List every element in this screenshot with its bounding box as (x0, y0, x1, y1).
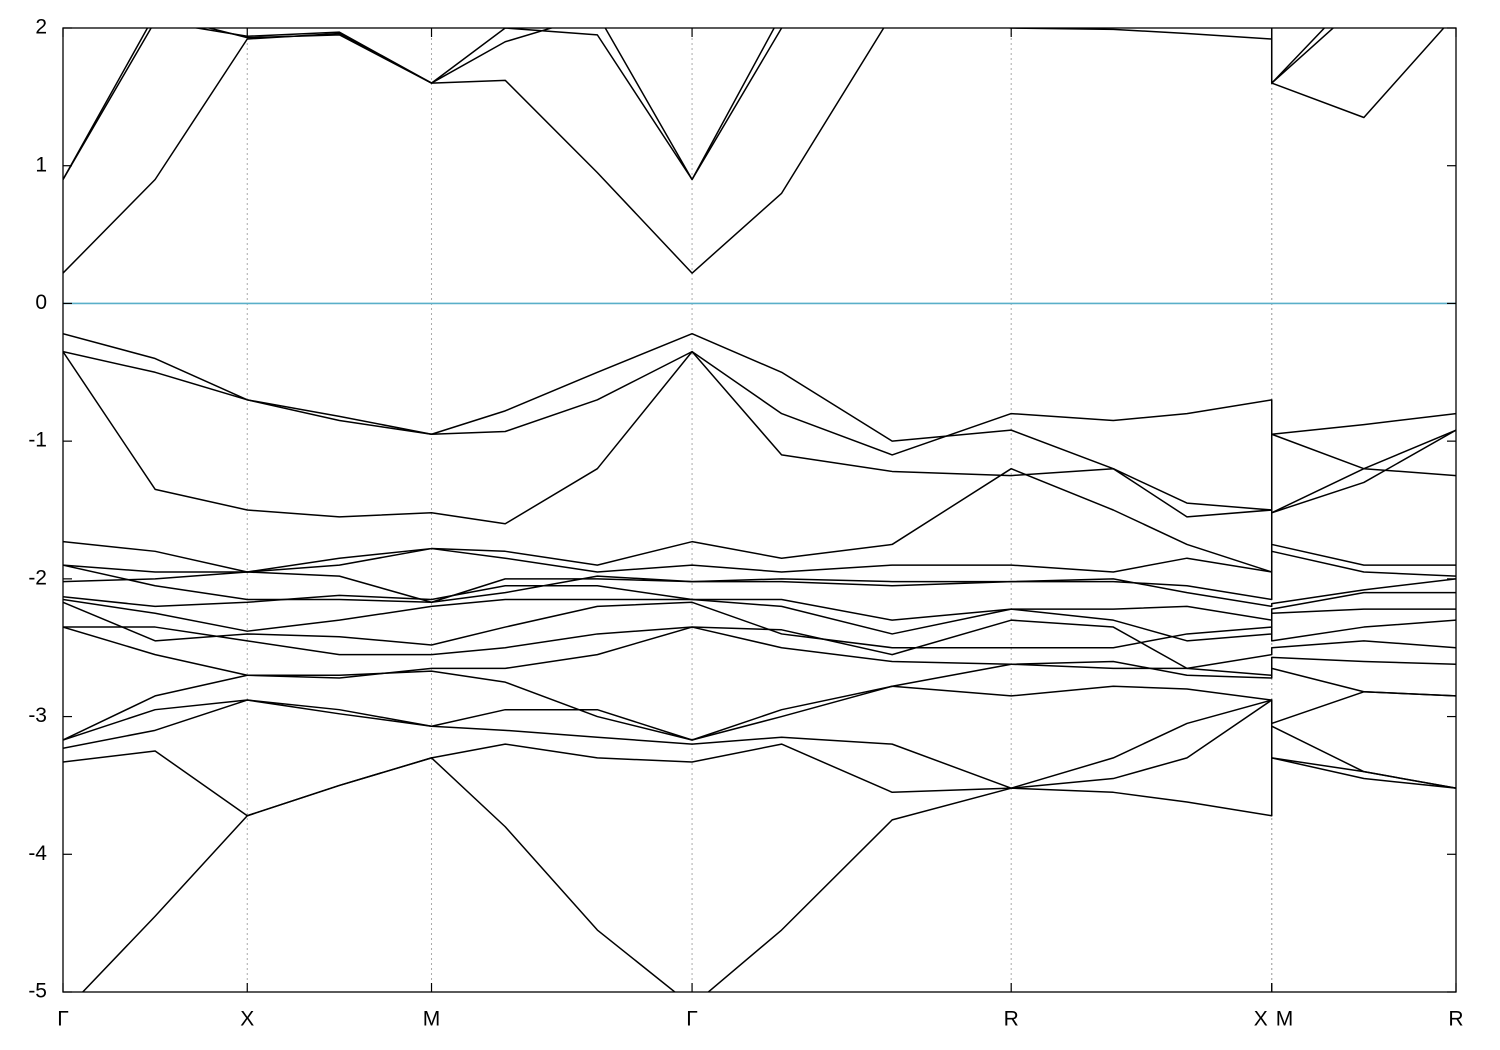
band-line (63, 619, 1456, 670)
band-line (63, 601, 1456, 649)
bands (63, 28, 1456, 992)
y-tick-label: 1 (35, 153, 47, 176)
band-line (63, 550, 1456, 604)
band-line (63, 350, 1456, 477)
band-line (63, 332, 1456, 511)
y-tick-label: -2 (28, 566, 47, 589)
x-tick-label: Γ (686, 1008, 698, 1031)
y-tick-label: -1 (28, 429, 47, 452)
band-line (63, 350, 1456, 525)
y-tick-label: -5 (28, 980, 47, 1003)
x-tick-label: Γ (57, 1008, 69, 1031)
y-tick-label: 2 (35, 16, 47, 39)
band-line (63, 660, 1456, 741)
plot-frame (62, 27, 1457, 993)
band-line (63, 28, 1335, 181)
band-line (81, 691, 1456, 992)
y-tick-label: 0 (35, 291, 47, 314)
x-tick-label: X (1254, 1008, 1268, 1031)
x-tick-label: R (1448, 1008, 1463, 1031)
x-tick-label: R (1004, 1008, 1019, 1031)
x-tick-label: M (423, 1008, 441, 1031)
x-tick-label: M (1276, 1008, 1294, 1031)
band-line (63, 28, 1326, 181)
y-tick-label: -4 (28, 842, 47, 865)
x-tick-label: X (240, 1008, 254, 1031)
band-line (63, 571, 1456, 608)
y-tick-label: -3 (28, 704, 47, 727)
